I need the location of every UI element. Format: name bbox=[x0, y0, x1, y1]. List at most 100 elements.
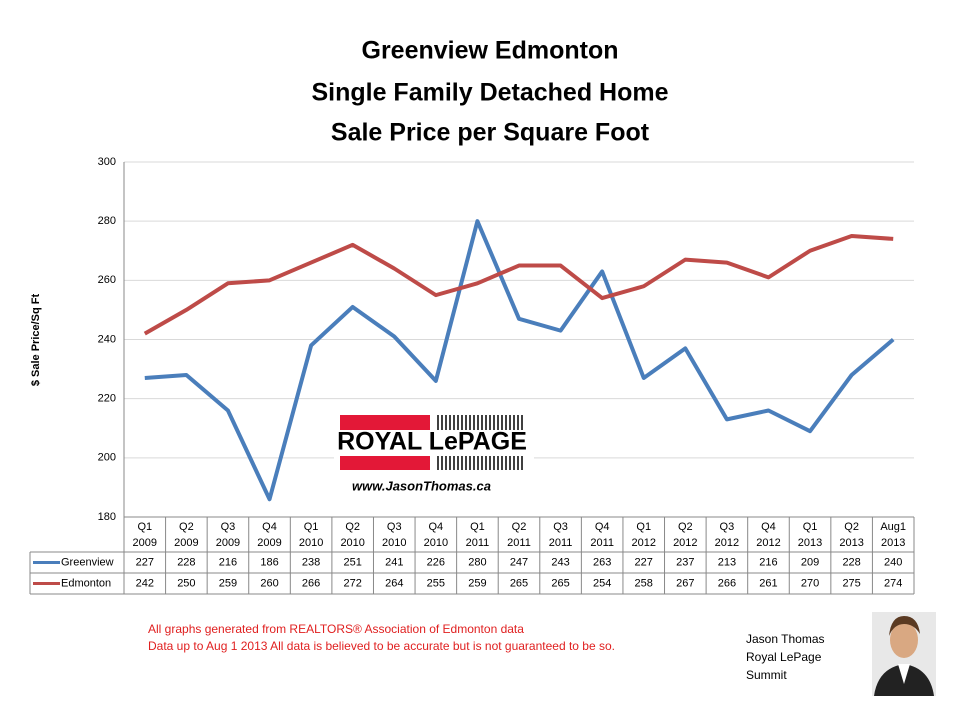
agent-line: Royal LePage bbox=[746, 650, 822, 664]
chart-title: Greenview Edmonton bbox=[362, 37, 619, 65]
x-tick-label: Q2 bbox=[179, 521, 194, 533]
x-tick-label: Q3 bbox=[720, 521, 735, 533]
footnote: Data up to Aug 1 2013 All data is believ… bbox=[148, 639, 615, 653]
x-tick-label: Q2 bbox=[678, 521, 693, 533]
table-value: 228 bbox=[842, 556, 860, 568]
x-tick-label: 2009 bbox=[216, 537, 240, 549]
x-tick-label: 2010 bbox=[299, 537, 323, 549]
legend-label: Edmonton bbox=[61, 577, 111, 589]
x-tick-label: 2010 bbox=[382, 537, 406, 549]
y-axis-label: $ Sale Price/Sq Ft bbox=[30, 294, 42, 387]
chart-title: Single Family Detached Home bbox=[311, 79, 668, 107]
table-value: 255 bbox=[427, 577, 445, 589]
series-line bbox=[143, 233, 894, 336]
x-tick-label: Q1 bbox=[470, 521, 485, 533]
x-tick-label: 2011 bbox=[507, 537, 531, 549]
table-value: 240 bbox=[884, 556, 902, 568]
y-tick-label: 220 bbox=[98, 393, 116, 405]
table-value: 272 bbox=[344, 577, 362, 589]
table-value: 209 bbox=[801, 556, 819, 568]
series-line bbox=[144, 219, 895, 502]
x-tick-label: 2009 bbox=[174, 537, 198, 549]
table-value: 270 bbox=[801, 577, 819, 589]
x-tick-label: Q1 bbox=[636, 521, 651, 533]
table-value: 259 bbox=[468, 577, 486, 589]
x-tick-label: 2013 bbox=[839, 537, 863, 549]
y-tick-label: 300 bbox=[98, 156, 116, 168]
table-value: 264 bbox=[385, 577, 403, 589]
agent-photo bbox=[872, 612, 936, 696]
x-tick-label: 2010 bbox=[424, 537, 448, 549]
table-value: 266 bbox=[302, 577, 320, 589]
logo-bar bbox=[340, 415, 430, 430]
y-tick-label: 280 bbox=[98, 215, 116, 227]
logo-url: www.JasonThomas.ca bbox=[352, 478, 491, 493]
table-value: 238 bbox=[302, 556, 320, 568]
x-tick-label: Q1 bbox=[137, 521, 152, 533]
legend-label: Greenview bbox=[61, 556, 114, 568]
x-tick-label: 2009 bbox=[257, 537, 281, 549]
x-tick-label: Q4 bbox=[761, 521, 776, 533]
table-value: 265 bbox=[551, 577, 569, 589]
table-value: 247 bbox=[510, 556, 528, 568]
y-tick-label: 200 bbox=[98, 452, 116, 464]
table-value: 228 bbox=[177, 556, 195, 568]
table-value: 275 bbox=[842, 577, 860, 589]
x-tick-label: 2010 bbox=[340, 537, 364, 549]
x-tick-label: 2009 bbox=[133, 537, 157, 549]
table-value: 251 bbox=[344, 556, 362, 568]
x-tick-label: Q1 bbox=[304, 521, 319, 533]
table-value: 254 bbox=[593, 577, 611, 589]
logo-brand: ROYAL LePAGE bbox=[337, 428, 527, 456]
table-value: 227 bbox=[136, 556, 154, 568]
x-tick-label: Q1 bbox=[803, 521, 818, 533]
table-value: 216 bbox=[219, 556, 237, 568]
table-value: 241 bbox=[385, 556, 403, 568]
logo-stripes bbox=[437, 415, 523, 470]
table-value: 261 bbox=[759, 577, 777, 589]
footnote: All graphs generated from REALTORS® Asso… bbox=[148, 622, 524, 636]
table-value: 242 bbox=[136, 577, 154, 589]
table-value: 265 bbox=[510, 577, 528, 589]
table-value: 258 bbox=[635, 577, 653, 589]
x-tick-label: Q3 bbox=[553, 521, 568, 533]
table-value: 213 bbox=[718, 556, 736, 568]
table-value: 250 bbox=[177, 577, 195, 589]
chart-title: Sale Price per Square Foot bbox=[331, 119, 650, 147]
table-value: 237 bbox=[676, 556, 694, 568]
table-value: 226 bbox=[427, 556, 445, 568]
x-tick-label: Q2 bbox=[512, 521, 527, 533]
x-tick-label: 2013 bbox=[881, 537, 905, 549]
x-tick-label: 2013 bbox=[798, 537, 822, 549]
table-value: 280 bbox=[468, 556, 486, 568]
table-value: 266 bbox=[718, 577, 736, 589]
table-value: 216 bbox=[759, 556, 777, 568]
x-tick-label: Q2 bbox=[844, 521, 859, 533]
x-tick-label: 2012 bbox=[756, 537, 780, 549]
x-tick-label: 2012 bbox=[673, 537, 697, 549]
table-value: 274 bbox=[884, 577, 902, 589]
x-tick-label: Q3 bbox=[387, 521, 402, 533]
y-tick-label: 260 bbox=[98, 274, 116, 286]
x-tick-label: 2011 bbox=[466, 537, 490, 549]
x-tick-label: 2011 bbox=[590, 537, 614, 549]
x-tick-label: Q2 bbox=[345, 521, 360, 533]
x-tick-label: Q3 bbox=[221, 521, 236, 533]
agent-line: Summit bbox=[746, 668, 787, 682]
x-tick-label: 2012 bbox=[715, 537, 739, 549]
x-tick-label: Q4 bbox=[428, 521, 443, 533]
table-value: 267 bbox=[676, 577, 694, 589]
table-value: 260 bbox=[260, 577, 278, 589]
x-tick-label: 2012 bbox=[631, 537, 655, 549]
y-tick-label: 180 bbox=[98, 511, 116, 523]
x-tick-label: Q4 bbox=[595, 521, 610, 533]
logo: ROYAL LePAGE www.JasonThomas.ca bbox=[334, 410, 534, 493]
x-tick-label: Q4 bbox=[262, 521, 277, 533]
y-tick-label: 240 bbox=[98, 333, 116, 345]
logo-bar bbox=[340, 456, 430, 470]
x-tick-label: Aug1 bbox=[880, 521, 906, 533]
table-value: 227 bbox=[635, 556, 653, 568]
x-tick-label: 2011 bbox=[549, 537, 573, 549]
table-value: 263 bbox=[593, 556, 611, 568]
